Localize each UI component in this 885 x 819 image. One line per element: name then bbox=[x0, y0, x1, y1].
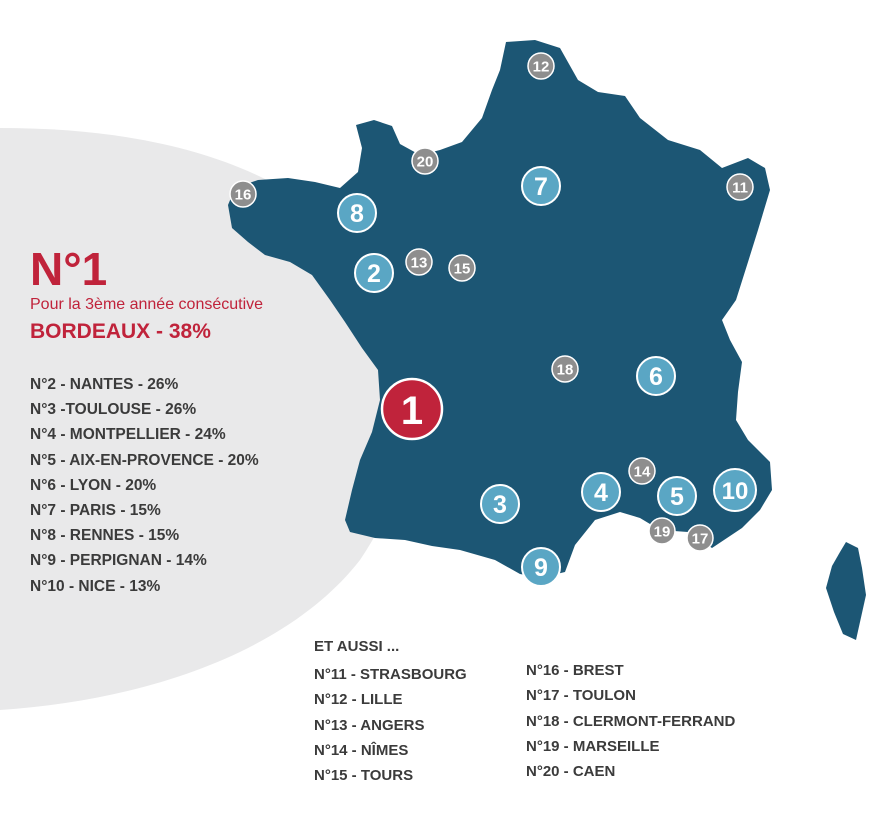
marker-4-label: 4 bbox=[594, 479, 608, 507]
marker-4: 4 bbox=[581, 472, 621, 512]
marker-17-label: 17 bbox=[692, 531, 709, 548]
also-item-17: N°17 - TOULON bbox=[526, 687, 636, 705]
marker-15-label: 15 bbox=[454, 261, 471, 278]
headline-rank: N°1 bbox=[30, 243, 108, 295]
ranking-item-5: N°5 - AIX-EN-PROVENCE - 20% bbox=[30, 451, 259, 469]
ranking-item-2: N°2 - NANTES - 26% bbox=[30, 376, 179, 393]
marker-20-label: 20 bbox=[417, 154, 434, 171]
marker-9-label: 9 bbox=[534, 554, 548, 582]
also-item-16: N°16 - BREST bbox=[526, 662, 624, 679]
ranking-item-9: N°9 - PERPIGNAN - 14% bbox=[30, 552, 207, 570]
marker-8: 8 bbox=[337, 193, 377, 233]
marker-6: 6 bbox=[636, 356, 676, 396]
marker-1-label: 1 bbox=[401, 389, 423, 433]
marker-5: 5 bbox=[657, 476, 697, 516]
france-mainland bbox=[228, 40, 772, 578]
marker-6-label: 6 bbox=[649, 363, 663, 391]
ranking-item-10: N°10 - NICE - 13% bbox=[30, 577, 161, 595]
marker-12-label: 12 bbox=[533, 59, 550, 76]
also-column-2: N°16 - BREST N°17 - TOULON N°18 - CLERMO… bbox=[526, 658, 735, 784]
corsica bbox=[826, 542, 866, 640]
ranking-list: N°2 - NANTES - 26% N°3 -TOULOUSE - 26% N… bbox=[30, 372, 259, 599]
marker-9: 9 bbox=[521, 547, 561, 587]
marker-15: 15 bbox=[448, 254, 476, 282]
marker-5-label: 5 bbox=[670, 483, 684, 511]
also-item-19: N°19 - MARSEILLE bbox=[526, 737, 660, 755]
marker-14: 14 bbox=[628, 457, 656, 485]
also-item-20: N°20 - CAEN bbox=[526, 763, 616, 781]
also-item-14: N°14 - NÎMES bbox=[314, 741, 409, 759]
marker-11-label: 11 bbox=[732, 180, 748, 197]
marker-group-others: 11 12 13 14 15 16 17 18 19 20 bbox=[229, 52, 754, 552]
marker-7: 7 bbox=[521, 166, 561, 206]
marker-3: 3 bbox=[480, 484, 520, 524]
marker-2: 2 bbox=[354, 253, 394, 293]
marker-17: 17 bbox=[686, 524, 714, 552]
marker-2-label: 2 bbox=[367, 260, 381, 288]
marker-19-label: 19 bbox=[654, 524, 671, 541]
marker-8-label: 8 bbox=[350, 200, 364, 228]
headline-subtitle: Pour la 3ème année consécutive bbox=[30, 296, 264, 313]
marker-7-label: 7 bbox=[534, 173, 548, 201]
marker-13-label: 13 bbox=[411, 255, 428, 272]
marker-10: 10 bbox=[713, 468, 757, 512]
marker-13: 13 bbox=[405, 248, 433, 276]
also-item-18: N°18 - CLERMONT-FERRAND bbox=[526, 712, 736, 730]
ranking-item-7: N°7 - PARIS - 15% bbox=[30, 501, 161, 519]
headline-winner: BORDEAUX - 38% bbox=[30, 320, 211, 343]
also-item-12: N°12 - LILLE bbox=[314, 691, 403, 709]
marker-1-bordeaux: 1 bbox=[380, 377, 444, 441]
also-item-15: N°15 - TOURS bbox=[314, 767, 414, 785]
ranking-item-4: N°4 - MONTPELLIER - 24% bbox=[30, 426, 226, 444]
marker-20: 20 bbox=[411, 147, 439, 175]
ranking-item-6: N°6 - LYON - 20% bbox=[30, 476, 157, 494]
ranking-item-8: N°8 - RENNES - 15% bbox=[30, 527, 180, 545]
marker-3-label: 3 bbox=[493, 491, 507, 519]
marker-18-label: 18 bbox=[557, 362, 574, 379]
marker-12: 12 bbox=[527, 52, 555, 80]
ranking-item-3: N°3 -TOULOUSE - 26% bbox=[30, 401, 197, 419]
also-item-11: N°11 - STRASBOURG bbox=[314, 666, 467, 683]
marker-16-label: 16 bbox=[235, 187, 252, 204]
also-title: ET AUSSI ... bbox=[314, 638, 400, 655]
also-column-1: N°11 - STRASBOURG N°12 - LILLE N°13 - AN… bbox=[314, 662, 467, 788]
marker-19: 19 bbox=[648, 517, 676, 545]
marker-18: 18 bbox=[551, 355, 579, 383]
marker-10-label: 10 bbox=[722, 478, 749, 505]
marker-16: 16 bbox=[229, 180, 257, 208]
marker-11: 11 bbox=[726, 173, 754, 201]
also-item-13: N°13 - ANGERS bbox=[314, 716, 425, 734]
marker-14-label: 14 bbox=[634, 464, 651, 481]
marker-group-top-ten: 2 3 4 5 6 7 8 9 10 bbox=[337, 166, 757, 587]
